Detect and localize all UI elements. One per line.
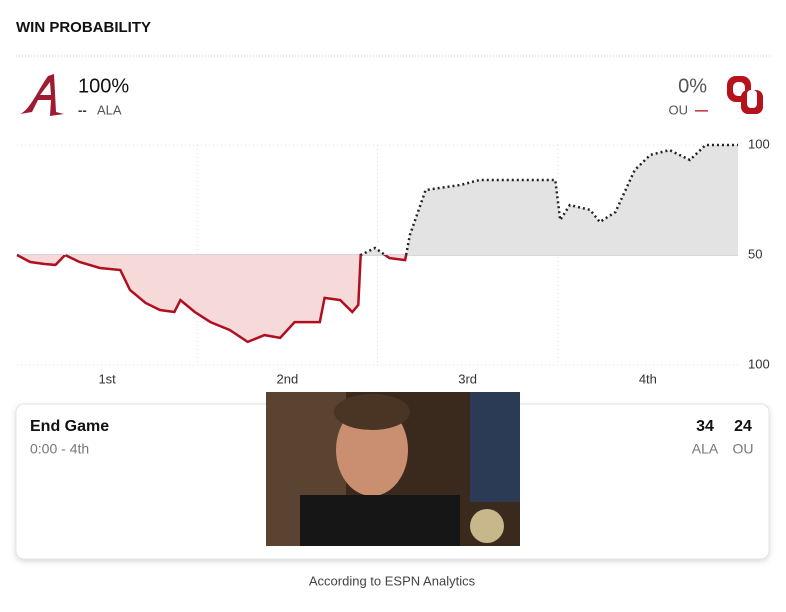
x-tick-label: 3rd <box>458 371 477 386</box>
score-team: ALA <box>692 441 719 457</box>
team-abbr: ALA <box>97 102 122 117</box>
score-team: OU <box>733 441 754 457</box>
ou-logo <box>727 76 763 114</box>
score: 34 <box>696 418 714 435</box>
game-status: End Game <box>30 418 109 435</box>
x-tick-label: 4th <box>639 371 657 386</box>
title: WIN PROBABILITY <box>16 19 151 36</box>
area-above <box>17 145 738 255</box>
gif-image <box>266 392 520 546</box>
footer-note: According to ESPN Analytics <box>309 573 476 588</box>
team-abbr: OU <box>669 102 689 117</box>
x-tick-label: 1st <box>98 371 116 386</box>
team-pct: 0% <box>678 75 707 97</box>
area-below <box>17 255 738 342</box>
x-tick-label: 2nd <box>277 371 299 386</box>
team-legend: -- <box>78 102 87 117</box>
team-pct: 100% <box>78 75 129 97</box>
chart: 1st 2nd 3rd 4th 100 50 100 <box>16 136 770 386</box>
ala-logo <box>20 74 64 116</box>
y-tick-label: 50 <box>748 246 762 261</box>
game-clock: 0:00 - 4th <box>30 441 89 457</box>
line-below <box>16 255 408 344</box>
y-tick-label: 100 <box>748 136 770 151</box>
team-legend: — <box>695 102 708 117</box>
y-tick-label: 100 <box>748 356 770 371</box>
score: 24 <box>734 418 752 435</box>
line-above <box>17 143 738 255</box>
